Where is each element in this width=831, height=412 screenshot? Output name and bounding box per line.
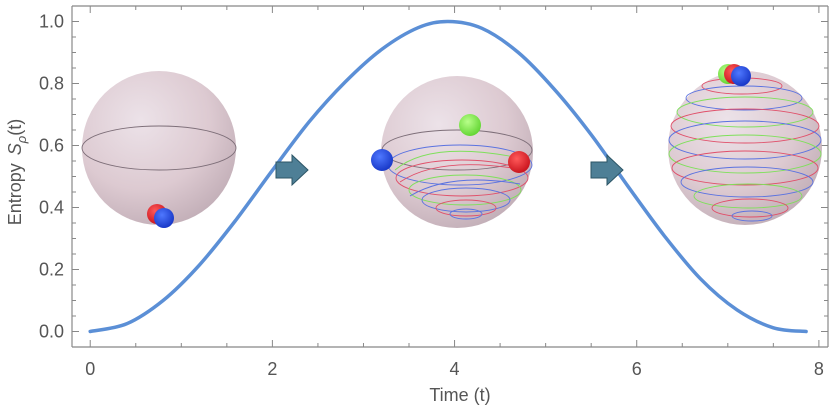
x-tick-label: 4 xyxy=(450,359,460,379)
trajectory-ring xyxy=(711,198,789,218)
trajectory-ring xyxy=(731,210,773,222)
state-point-blue xyxy=(731,66,751,86)
x-tick-label: 8 xyxy=(814,359,824,379)
trajectory-ring xyxy=(421,187,511,213)
state-point-blue xyxy=(154,208,174,228)
entropy-curve xyxy=(88,19,808,334)
x-tick-label: 0 xyxy=(85,359,95,379)
right-arrow-2 xyxy=(590,153,624,187)
trajectory-ring xyxy=(435,199,497,217)
trajectory-ring xyxy=(685,85,803,111)
state-point-red xyxy=(508,151,530,173)
trajectory-ring xyxy=(408,174,522,206)
y-axis-word: Entropy xyxy=(5,163,25,225)
bloch-sphere-middle xyxy=(371,76,533,228)
axis-ticks xyxy=(72,6,828,347)
y-axis-subscript: ρ xyxy=(14,135,29,144)
y-tick-label: 0.2 xyxy=(39,260,64,280)
trajectory-ring xyxy=(449,208,483,220)
trajectory-ring xyxy=(670,108,820,144)
y-axis-symbol: S xyxy=(5,143,25,155)
trajectory-ring xyxy=(395,159,529,197)
bloch-sphere-final xyxy=(668,64,822,225)
y-axis-argument: (t) xyxy=(5,119,25,136)
trajectory-ring xyxy=(693,183,803,209)
x-tick-label: 2 xyxy=(267,359,277,379)
trajectory-arc xyxy=(394,150,521,171)
sphere-equator xyxy=(81,125,237,171)
axis-tick-labels: 0 2 4 6 8 0.0 0.2 0.4 0.6 0.8 1.0 xyxy=(39,12,824,380)
trajectory-ring xyxy=(680,166,814,198)
trajectory-ring xyxy=(668,134,822,174)
trajectory-ring xyxy=(671,150,819,186)
trajectory-ring xyxy=(676,96,814,128)
state-point-blue xyxy=(371,149,393,171)
y-tick-label: 0.0 xyxy=(39,322,64,342)
y-axis-title: Entropy Sρ(t) xyxy=(5,119,29,226)
sphere-body xyxy=(381,76,533,228)
y-tick-label: 0.8 xyxy=(39,74,64,94)
state-point-green xyxy=(459,114,481,136)
y-tick-label: 0.4 xyxy=(39,198,64,218)
right-arrow-1 xyxy=(275,153,309,187)
trajectory-lines xyxy=(668,77,822,222)
bloch-sphere-initial xyxy=(81,71,237,228)
trajectory-arc xyxy=(399,164,526,183)
x-tick-label: 6 xyxy=(632,359,642,379)
x-axis-title: Time (t) xyxy=(429,385,490,405)
trajectory-ring xyxy=(668,120,822,160)
y-tick-label: 1.0 xyxy=(39,12,64,32)
trajectory-arc xyxy=(409,179,521,197)
y-tick-label: 0.6 xyxy=(39,136,64,156)
sphere-body xyxy=(82,71,236,225)
